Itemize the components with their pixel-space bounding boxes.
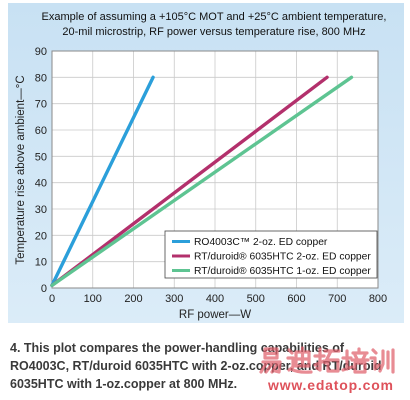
legend-label-1: RO4003C™ 2-oz. ED copper: [194, 237, 328, 248]
series-lines: [50, 75, 354, 288]
y-tick-label: 70: [35, 99, 47, 111]
watermark-logo: [259, 346, 395, 374]
watermark-glyph: [286, 346, 313, 374]
plot-border: [51, 50, 379, 289]
caption-line-1: 4. This plot compares the power-handling…: [10, 341, 345, 355]
chart-title-line-2: 20-mil microstrip, RF power versus tempe…: [62, 26, 365, 38]
watermark-url: www.edatop.com: [268, 377, 394, 393]
x-tick-label: 600: [287, 293, 305, 305]
x-tick-label: 500: [247, 293, 265, 305]
x-tick-label: 800: [369, 293, 387, 305]
legend-box: [164, 230, 378, 279]
series-line-ro4003c-2-oz-ed-copper: [50, 75, 155, 288]
watermark-glyph: [259, 347, 282, 374]
y-tick-label: 30: [35, 204, 47, 216]
watermark-glyph: [313, 347, 341, 373]
tick-labels: 0 100 200 300 400 500 600 700 800 0 10 20 30 40 50 60 70…: [35, 46, 387, 305]
x-tick-label: 700: [328, 293, 346, 305]
y-tick-label: 40: [35, 178, 47, 190]
y-tick-label: 0: [41, 283, 47, 295]
series-line-rt-duroid-6035htc-2-oz-ed-copper: [50, 75, 329, 288]
y-tick-label: 50: [35, 151, 47, 163]
y-tick-label: 80: [35, 72, 47, 84]
y-tick-label: 10: [35, 257, 47, 269]
x-tick-label: 300: [165, 293, 183, 305]
y-tick-label: 90: [35, 46, 47, 58]
chart: Example of assuming a +105°C MOT and +25…: [8, 3, 404, 323]
x-tick-label: 200: [124, 293, 142, 305]
y-tick-label: 20: [35, 230, 47, 242]
legend-label-3: RT/duroid® 6035HTC 1-oz. ED copper: [194, 266, 371, 277]
watermark-glyph: [341, 347, 370, 374]
x-tick-label: 400: [206, 293, 224, 305]
legend: RO4003C™ 2-oz. ED copper RT/duroid® 6035…: [164, 230, 378, 279]
legend-label-2: RT/duroid® 6035HTC 2-oz. ED copper: [194, 252, 371, 263]
caption-line-3: 6035HTC with 1-oz.copper at 800 MHz.: [10, 377, 238, 391]
x-tick-label: 100: [84, 293, 102, 305]
x-axis-label: RF power—W: [179, 309, 251, 321]
series-line-rt-duroid-6035htc-1-oz-ed-copper: [50, 75, 354, 288]
x-tick-label: 0: [49, 293, 55, 305]
chart-title-line-1: Example of assuming a +105°C MOT and +25…: [42, 11, 387, 23]
watermark-glyph: [369, 348, 395, 374]
y-axis-label: Temperature rise above ambient—°C: [15, 75, 27, 264]
y-tick-label: 60: [35, 125, 47, 137]
